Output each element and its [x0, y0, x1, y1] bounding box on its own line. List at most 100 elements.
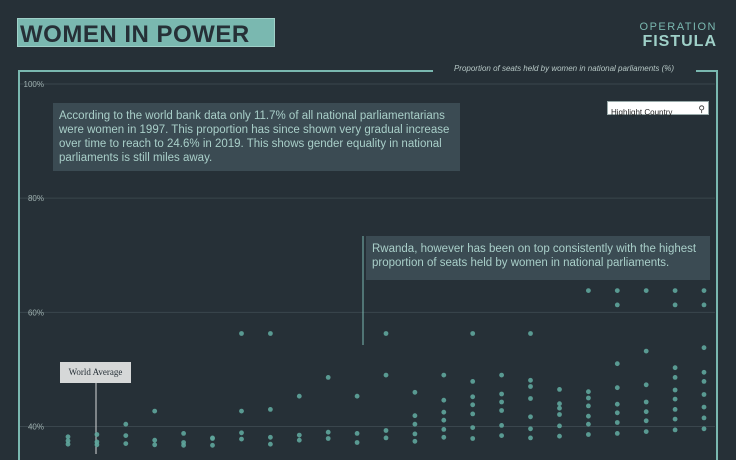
data-point[interactable] — [210, 442, 215, 448]
data-point[interactable] — [672, 387, 678, 393]
data-point[interactable] — [614, 410, 620, 416]
data-point[interactable] — [268, 407, 273, 412]
data-point[interactable] — [441, 372, 447, 378]
data-point[interactable] — [643, 418, 649, 424]
data-point[interactable] — [614, 361, 620, 367]
data-point[interactable] — [528, 435, 533, 441]
data-point[interactable] — [325, 375, 331, 380]
data-point[interactable] — [470, 402, 476, 408]
data-point[interactable] — [268, 441, 273, 447]
data-point[interactable] — [470, 425, 476, 430]
data-point[interactable] — [499, 408, 504, 413]
data-point[interactable] — [701, 288, 707, 293]
data-point[interactable] — [701, 302, 707, 308]
data-point[interactable] — [268, 331, 273, 336]
data-point[interactable] — [672, 407, 678, 412]
data-point[interactable] — [412, 389, 418, 395]
data-point[interactable] — [701, 404, 707, 410]
data-point[interactable] — [470, 331, 476, 336]
data-point[interactable] — [528, 384, 533, 389]
data-point[interactable] — [643, 429, 649, 434]
data-point[interactable] — [614, 401, 620, 407]
data-point[interactable] — [65, 438, 71, 444]
data-point[interactable] — [412, 421, 418, 427]
data-point[interactable] — [643, 288, 649, 293]
data-point[interactable] — [412, 431, 418, 437]
data-point[interactable] — [672, 396, 678, 402]
data-point[interactable] — [614, 302, 620, 308]
data-point[interactable] — [672, 427, 678, 433]
data-point[interactable] — [614, 431, 620, 436]
data-point[interactable] — [614, 385, 620, 391]
data-point[interactable] — [441, 397, 447, 403]
data-point[interactable] — [181, 431, 187, 436]
data-point[interactable] — [296, 437, 302, 443]
data-point[interactable] — [701, 415, 707, 421]
data-point[interactable] — [123, 441, 129, 446]
data-point[interactable] — [470, 411, 476, 417]
data-point[interactable] — [65, 434, 71, 440]
data-point[interactable] — [181, 440, 187, 445]
data-point[interactable] — [528, 426, 533, 432]
data-point[interactable] — [586, 413, 591, 419]
data-point[interactable] — [94, 442, 100, 448]
data-point[interactable] — [643, 348, 649, 354]
data-point[interactable] — [441, 434, 447, 440]
data-point[interactable] — [383, 372, 389, 378]
data-point[interactable] — [412, 438, 418, 444]
data-point[interactable] — [383, 435, 389, 441]
data-point[interactable] — [152, 437, 158, 443]
data-point[interactable] — [557, 423, 562, 429]
data-point[interactable] — [499, 391, 504, 397]
data-point[interactable] — [441, 409, 447, 415]
data-point[interactable] — [614, 288, 620, 293]
data-point[interactable] — [499, 433, 504, 438]
data-point[interactable] — [383, 428, 389, 433]
data-point[interactable] — [586, 288, 591, 293]
data-point[interactable] — [94, 432, 100, 437]
data-point[interactable] — [470, 379, 476, 384]
data-point[interactable] — [239, 430, 244, 436]
search-icon[interactable]: ⚲ — [698, 104, 705, 114]
data-point[interactable] — [701, 379, 707, 384]
data-point[interactable] — [701, 392, 707, 397]
data-point[interactable] — [701, 426, 707, 432]
data-point[interactable] — [354, 393, 360, 399]
search-input[interactable] — [608, 106, 695, 119]
data-point[interactable] — [239, 331, 244, 336]
data-point[interactable] — [672, 365, 678, 371]
data-point[interactable] — [470, 436, 476, 441]
data-point[interactable] — [701, 345, 707, 351]
data-point[interactable] — [614, 420, 620, 425]
data-point[interactable] — [354, 431, 360, 436]
data-point[interactable] — [441, 417, 447, 423]
data-point[interactable] — [296, 432, 302, 438]
data-point[interactable] — [701, 369, 707, 375]
data-point[interactable] — [499, 372, 504, 378]
data-point[interactable] — [65, 441, 71, 447]
data-point[interactable] — [441, 427, 447, 432]
data-point[interactable] — [296, 393, 302, 399]
data-point[interactable] — [557, 401, 562, 407]
data-point[interactable] — [268, 434, 273, 440]
data-point[interactable] — [412, 413, 418, 419]
data-point[interactable] — [586, 421, 591, 427]
data-point[interactable] — [528, 414, 533, 420]
brand-logo[interactable]: OPERATION FISTULA — [640, 22, 717, 50]
data-point[interactable] — [152, 408, 158, 414]
data-point[interactable] — [643, 409, 649, 415]
data-point[interactable] — [123, 433, 129, 438]
data-point[interactable] — [557, 412, 562, 417]
data-point[interactable] — [123, 421, 129, 427]
data-point[interactable] — [557, 387, 562, 392]
data-point[interactable] — [586, 403, 591, 409]
data-point[interactable] — [672, 416, 678, 422]
data-point[interactable] — [557, 433, 562, 439]
data-point[interactable] — [528, 331, 533, 336]
data-point[interactable] — [152, 442, 158, 448]
data-point[interactable] — [643, 382, 649, 388]
data-point[interactable] — [672, 302, 678, 308]
data-point[interactable] — [383, 331, 389, 336]
data-point[interactable] — [470, 394, 476, 400]
data-point[interactable] — [672, 288, 678, 293]
